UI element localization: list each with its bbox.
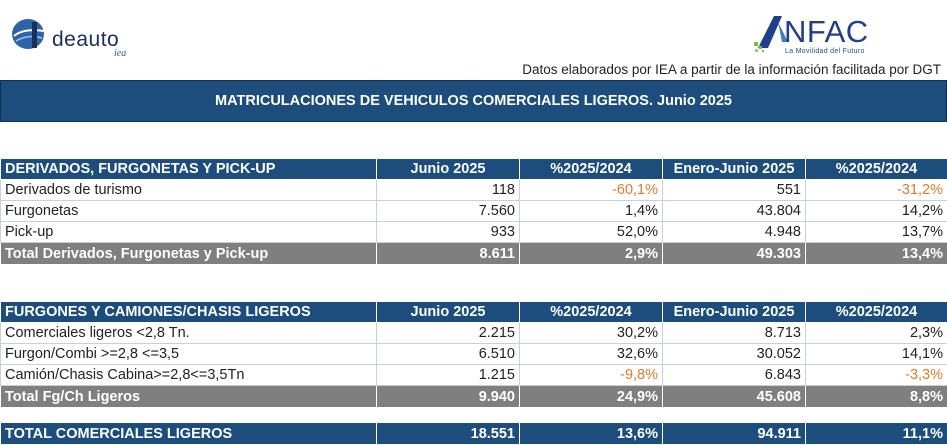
cell-ytd: 6.843 (663, 365, 806, 386)
cell-pct-ytd: 2,3% (806, 323, 947, 344)
column-header-ytd: Enero-Junio 2025 (663, 159, 806, 180)
cell-month: 2.215 (377, 323, 520, 344)
grand-total-label: TOTAL COMERCIALES LIGEROS (1, 423, 377, 445)
cell-ytd: 30.052 (663, 344, 806, 365)
table-row: Derivados de turismo 118 -60,1% 551 -31,… (1, 180, 947, 201)
total-month: 9.940 (377, 386, 520, 408)
cell-pct-ytd: -31,2% (806, 180, 947, 201)
column-header-ytd: Enero-Junio 2025 (663, 302, 806, 323)
total-row: Total Derivados, Furgonetas y Pick-up 8.… (1, 243, 947, 265)
grand-total-pct-month: 13,6% (520, 423, 663, 445)
column-header-category: DERIVADOS, FURGONETAS Y PICK-UP (1, 159, 377, 180)
cell-pct-month: -9,8% (520, 365, 663, 386)
column-header-pct-ytd: %2025/2024 (806, 302, 947, 323)
anfac-wordmark: NFAC (784, 14, 869, 50)
row-label: Pick-up (1, 222, 377, 243)
cell-pct-ytd: 14,2% (806, 201, 947, 222)
total-row: Total Fg/Ch Ligeros 9.940 24,9% 45.608 8… (1, 386, 947, 408)
cell-ytd: 43.804 (663, 201, 806, 222)
cell-pct-month: 52,0% (520, 222, 663, 243)
ideauto-logo: deauto iea (10, 14, 150, 58)
grand-total-ytd: 94.911 (663, 423, 806, 445)
table-row: Furgon/Combi >=2,8 <=3,5 6.510 32,6% 30.… (1, 344, 947, 365)
cell-pct-ytd: 14,1% (806, 344, 947, 365)
row-label: Furgon/Combi >=2,8 <=3,5 (1, 344, 377, 365)
column-header-pct-ytd: %2025/2024 (806, 159, 947, 180)
source-note: Datos elaborados por IEA a partir de la … (522, 62, 941, 77)
cell-ytd: 8.713 (663, 323, 806, 344)
cell-pct-ytd: 13,7% (806, 222, 947, 243)
cell-pct-month: 30,2% (520, 323, 663, 344)
total-label: Total Derivados, Furgonetas y Pick-up (1, 243, 377, 265)
total-pct-ytd: 8,8% (806, 386, 947, 408)
row-label: Camión/Chasis Cabina>=2,8<=3,5Tn (1, 365, 377, 386)
table-grand-total: TOTAL COMERCIALES LIGEROS 18.551 13,6% 9… (0, 422, 947, 445)
table-derivados: DERIVADOS, FURGONETAS Y PICK-UP Junio 20… (0, 158, 947, 265)
row-label: Derivados de turismo (1, 180, 377, 201)
anfac-logo: NFAC La Movilidad del Futuro (752, 12, 902, 56)
table-row: Furgonetas 7.560 1,4% 43.804 14,2% (1, 201, 947, 222)
table-row: Comerciales ligeros <2,8 Tn. 2.215 30,2%… (1, 323, 947, 344)
table-furgones: FURGONES Y CAMIONES/CHASIS LIGEROS Junio… (0, 301, 947, 408)
cell-pct-month: 1,4% (520, 201, 663, 222)
table-row: Pick-up 933 52,0% 4.948 13,7% (1, 222, 947, 243)
column-header-pct-month: %2025/2024 (520, 159, 663, 180)
grand-total-pct-ytd: 11,1% (806, 423, 947, 445)
column-header-month: Junio 2025 (377, 159, 520, 180)
grand-total-row: TOTAL COMERCIALES LIGEROS 18.551 13,6% 9… (1, 423, 947, 445)
total-pct-ytd: 13,4% (806, 243, 947, 265)
cell-pct-month: 32,6% (520, 344, 663, 365)
row-label: Furgonetas (1, 201, 377, 222)
cell-pct-month: -60,1% (520, 180, 663, 201)
cell-month: 118 (377, 180, 520, 201)
grand-total-month: 18.551 (377, 423, 520, 445)
anfac-tagline: La Movilidad del Futuro (785, 48, 865, 55)
cell-month: 6.510 (377, 344, 520, 365)
globe-icon (10, 14, 50, 54)
ideauto-wordmark: deauto (52, 28, 119, 52)
ideauto-subtext: iea (114, 48, 126, 59)
table-header-row: DERIVADOS, FURGONETAS Y PICK-UP Junio 20… (1, 159, 947, 180)
page-title: MATRICULACIONES DE VEHICULOS COMERCIALES… (0, 80, 947, 122)
column-header-month: Junio 2025 (377, 302, 520, 323)
table-header-row: FURGONES Y CAMIONES/CHASIS LIGEROS Junio… (1, 302, 947, 323)
row-label: Comerciales ligeros <2,8 Tn. (1, 323, 377, 344)
total-month: 8.611 (377, 243, 520, 265)
cell-month: 7.560 (377, 201, 520, 222)
total-ytd: 49.303 (663, 243, 806, 265)
total-label: Total Fg/Ch Ligeros (1, 386, 377, 408)
cell-month: 933 (377, 222, 520, 243)
total-pct-month: 2,9% (520, 243, 663, 265)
column-header-pct-month: %2025/2024 (520, 302, 663, 323)
cell-month: 1.215 (377, 365, 520, 386)
total-ytd: 45.608 (663, 386, 806, 408)
table-row: Camión/Chasis Cabina>=2,8<=3,5Tn 1.215 -… (1, 365, 947, 386)
total-pct-month: 24,9% (520, 386, 663, 408)
cell-pct-ytd: -3,3% (806, 365, 947, 386)
cell-ytd: 551 (663, 180, 806, 201)
cell-ytd: 4.948 (663, 222, 806, 243)
column-header-category: FURGONES Y CAMIONES/CHASIS LIGEROS (1, 302, 377, 323)
